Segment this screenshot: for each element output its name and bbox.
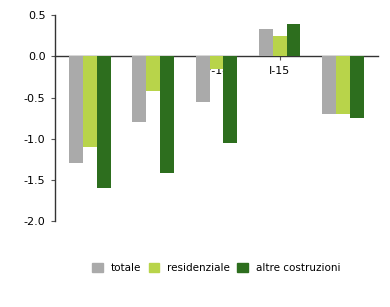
Bar <box>273 36 287 56</box>
Bar <box>350 56 363 118</box>
Bar <box>287 24 300 56</box>
Bar <box>83 56 97 147</box>
Bar <box>133 56 146 122</box>
Bar <box>209 56 223 69</box>
Bar <box>336 56 350 114</box>
Bar <box>69 56 83 163</box>
Bar <box>146 56 160 91</box>
Bar <box>223 56 237 143</box>
Legend: totale, residenziale, altre costruzioni: totale, residenziale, altre costruzioni <box>88 259 345 278</box>
Bar <box>259 29 273 56</box>
Bar <box>160 56 174 173</box>
Bar <box>97 56 111 188</box>
Bar <box>322 56 336 114</box>
Bar <box>196 56 209 102</box>
